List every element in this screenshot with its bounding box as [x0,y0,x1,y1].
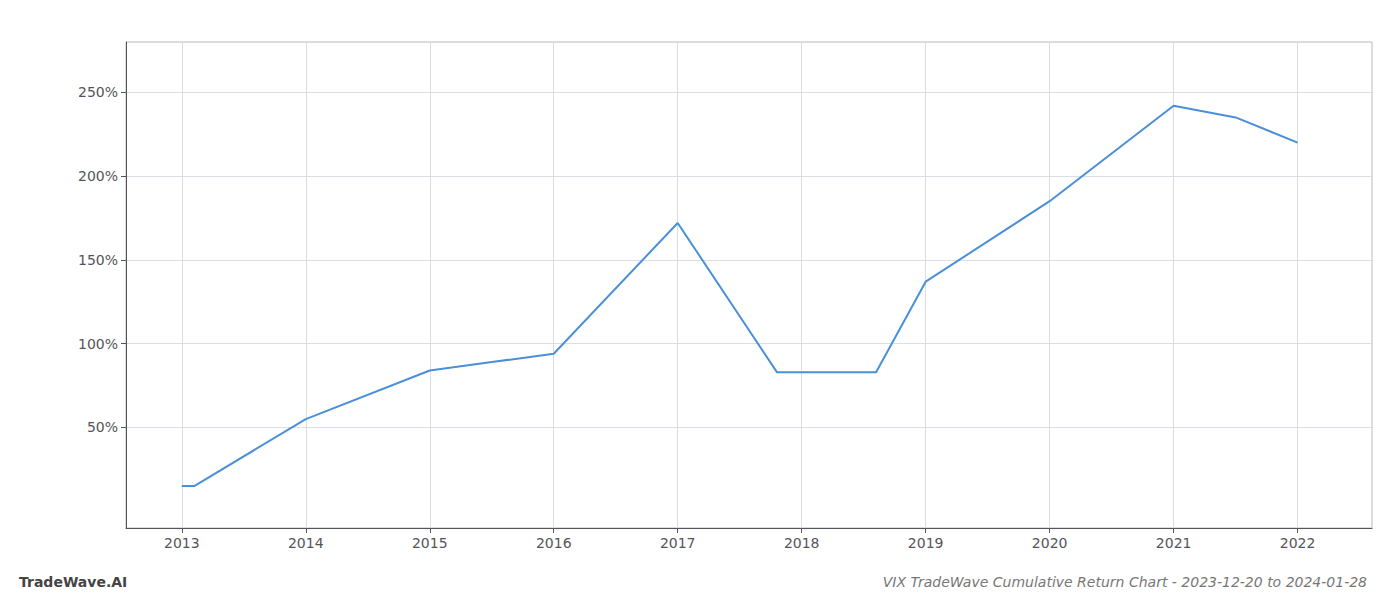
svg-text:2013: 2013 [164,535,200,551]
svg-text:250%: 250% [78,84,118,100]
svg-text:2018: 2018 [784,535,820,551]
svg-text:TradeWave.AI: TradeWave.AI [19,574,127,590]
svg-text:2019: 2019 [908,535,944,551]
svg-text:2022: 2022 [1280,535,1316,551]
svg-text:150%: 150% [78,252,118,268]
svg-text:VIX TradeWave Cumulative Retur: VIX TradeWave Cumulative Return Chart - … [883,574,1367,590]
svg-text:200%: 200% [78,168,118,184]
svg-text:2020: 2020 [1032,535,1068,551]
svg-text:2016: 2016 [536,535,572,551]
svg-text:2017: 2017 [660,535,696,551]
svg-text:2015: 2015 [412,535,448,551]
svg-text:100%: 100% [78,336,118,352]
svg-text:2021: 2021 [1156,535,1192,551]
svg-text:50%: 50% [87,419,118,435]
svg-text:2014: 2014 [288,535,324,551]
